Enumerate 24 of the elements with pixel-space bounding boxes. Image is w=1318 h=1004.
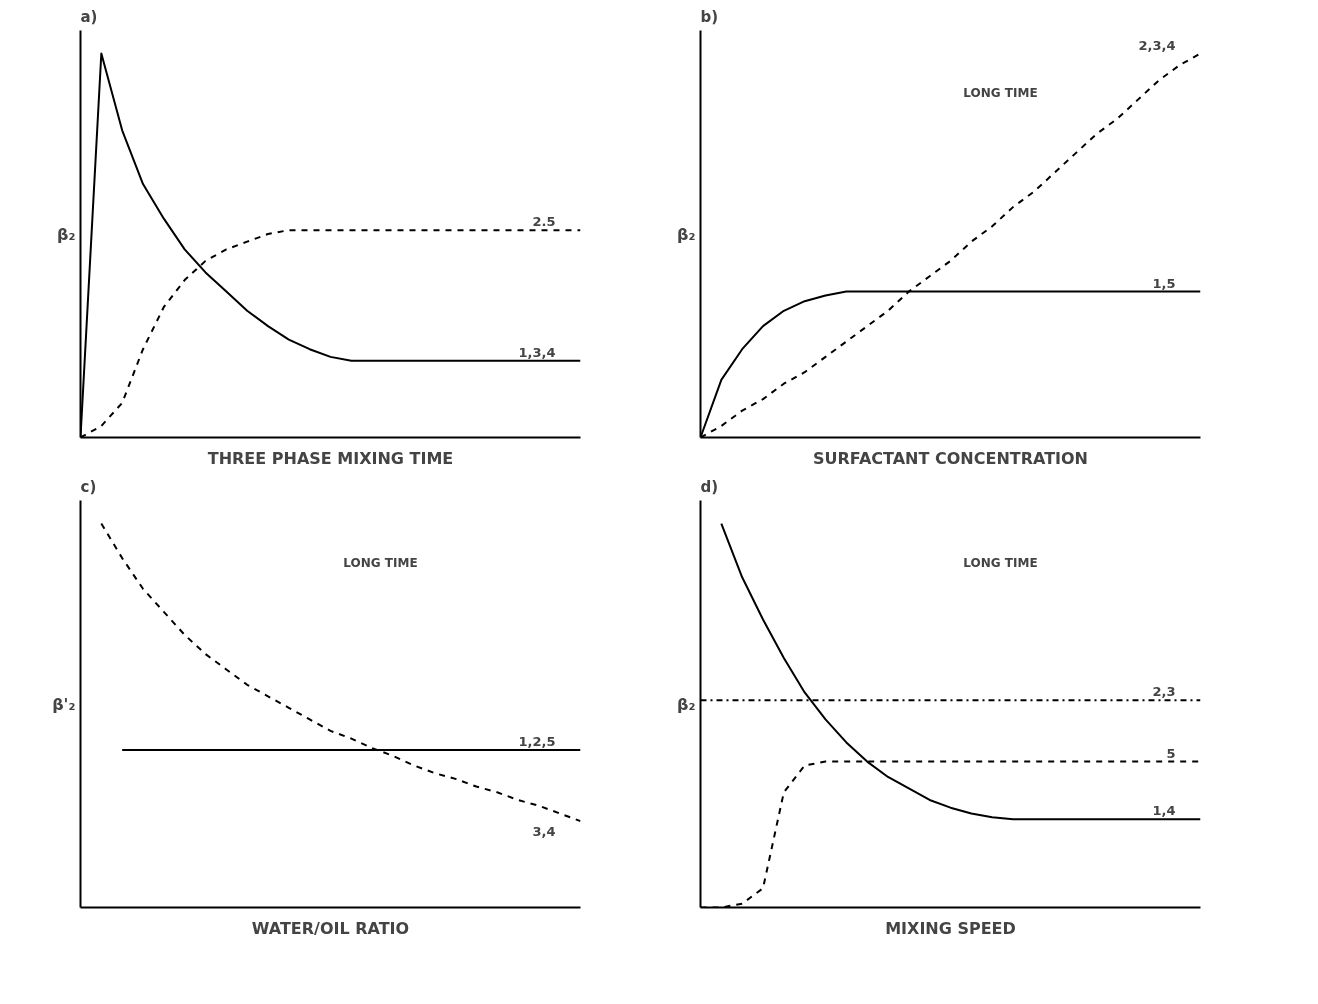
series-label: 2,3,4 bbox=[1138, 37, 1176, 53]
series-label: 5 bbox=[1166, 745, 1176, 761]
y-axis-title: β₂ bbox=[57, 224, 76, 244]
series-label: 1,5 bbox=[1152, 275, 1176, 291]
x-axis-title: SURFACTANT CONCENTRATION bbox=[812, 448, 1089, 468]
y-axis-title: β₂ bbox=[677, 224, 696, 244]
series-label: 3,4 bbox=[532, 824, 556, 840]
annotation: LONG TIME bbox=[963, 85, 1038, 100]
y-axis-title: β₂ bbox=[677, 694, 696, 714]
x-axis-title: MIXING SPEED bbox=[885, 918, 1016, 938]
chart-title: d) bbox=[700, 477, 719, 496]
series-label: 1,2,5 bbox=[518, 734, 556, 750]
annotation: LONG TIME bbox=[963, 555, 1038, 570]
series-label: 2,3 bbox=[1152, 684, 1176, 700]
series-label: 2.5 bbox=[532, 214, 556, 230]
y-axis-title: β'₂ bbox=[52, 694, 76, 714]
chart-title: c) bbox=[80, 477, 97, 496]
x-axis-title: WATER/OIL RATIO bbox=[251, 918, 410, 938]
series-label: 1,4 bbox=[1152, 803, 1176, 819]
series-label: 1,3,4 bbox=[518, 344, 556, 360]
annotation: LONG TIME bbox=[343, 555, 418, 570]
chart-title: b) bbox=[700, 7, 719, 26]
x-axis-title: THREE PHASE MIXING TIME bbox=[207, 448, 454, 468]
chart-title: a) bbox=[80, 7, 98, 26]
